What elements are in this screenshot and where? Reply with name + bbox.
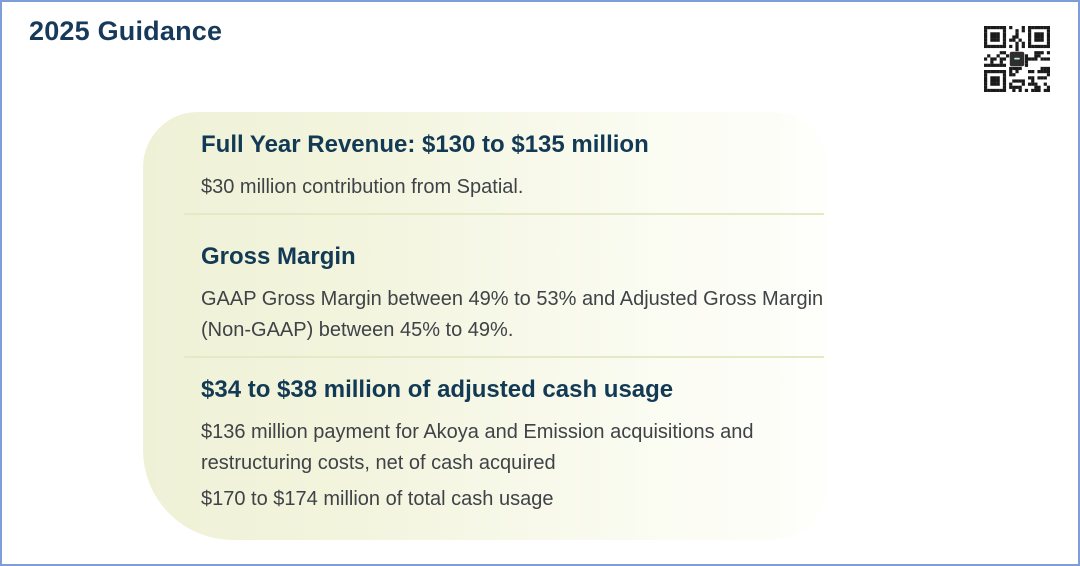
qr-code-icon [984, 26, 1050, 92]
section-gross-margin-heading: Gross Margin [201, 243, 356, 270]
section-divider [184, 213, 824, 215]
guidance-card-content: Full Year Revenue: $130 to $135 million … [143, 112, 827, 515]
section-divider [184, 356, 824, 358]
section-revenue-body: $30 million contribution from Spatial. [201, 176, 524, 198]
guidance-card: Full Year Revenue: $130 to $135 million … [143, 112, 827, 540]
section-cash-usage-heading: $34 to $38 million of adjusted cash usag… [201, 376, 674, 403]
section-cash-usage-body-line2: $170 to $174 million of total cash usage [201, 488, 554, 510]
section-gross-margin-body: GAAP Gross Margin between 49% to 53% and… [201, 288, 824, 341]
section-revenue-heading: Full Year Revenue: $130 to $135 million [201, 131, 649, 158]
section-cash-usage-body-line1: $136 million payment for Akoya and Emiss… [201, 421, 754, 474]
page-title: 2025 Guidance [29, 16, 223, 46]
